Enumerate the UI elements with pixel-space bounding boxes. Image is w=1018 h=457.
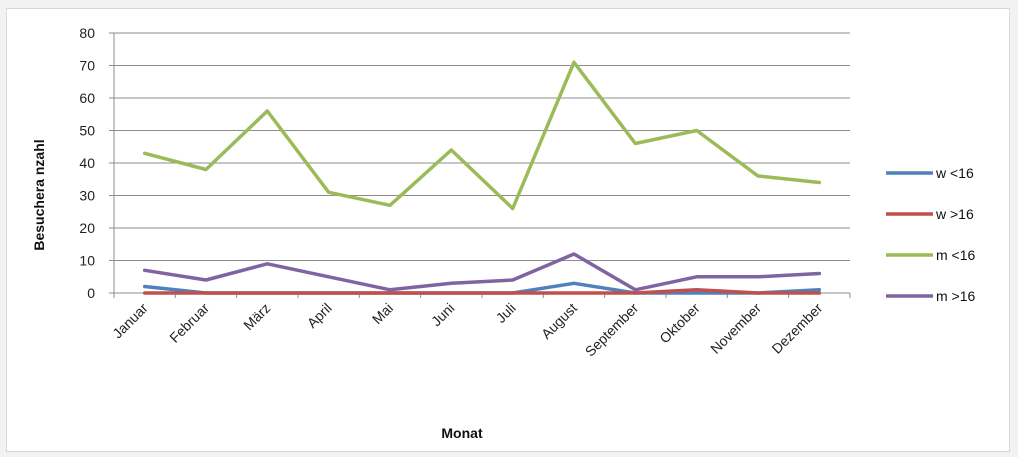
y-tick-label: 80 bbox=[79, 25, 95, 41]
y-tick-labels: 0 10 20 30 40 50 60 70 80 bbox=[79, 25, 95, 301]
x-tick-label-november: November bbox=[707, 300, 764, 357]
x-tick-label-juli: Juli bbox=[493, 300, 519, 326]
x-tick-label-februar: Februar bbox=[166, 300, 212, 346]
x-tick-label-juni: Juni bbox=[428, 300, 457, 329]
x-tick-label-mai: Mai bbox=[369, 300, 396, 327]
x-tick-labels: Januar Februar März April Mai Juni Juli August S… bbox=[109, 300, 825, 360]
legend-label: w <16 bbox=[935, 165, 974, 181]
legend-label: w >16 bbox=[935, 206, 974, 222]
x-axis-title: Monat bbox=[441, 425, 483, 441]
x-tick-label-april: April bbox=[304, 300, 335, 331]
y-tick-label: 30 bbox=[79, 188, 95, 204]
y-tick-label: 10 bbox=[79, 253, 95, 269]
legend-label: m >16 bbox=[936, 288, 976, 304]
legend-label: m <16 bbox=[936, 247, 976, 263]
x-tick-label-oktober: Oktober bbox=[656, 300, 703, 347]
y-tick-label: 50 bbox=[79, 123, 95, 139]
series-lines bbox=[142, 60, 822, 295]
x-tick-label-januar: Januar bbox=[109, 300, 151, 342]
y-tick-label: 70 bbox=[79, 58, 95, 74]
x-tick-label-september: September bbox=[582, 300, 642, 360]
series-line-1 bbox=[142, 288, 822, 295]
y-tick-label: 60 bbox=[79, 90, 95, 106]
x-tick-label-august: August bbox=[538, 300, 580, 342]
x-tick-label-dezember: Dezember bbox=[768, 300, 825, 357]
legend: w <16 w >16 m <16 m >16 bbox=[886, 165, 976, 304]
series-line-2 bbox=[142, 60, 822, 211]
gridlines bbox=[109, 32, 851, 298]
y-tick-label: 20 bbox=[79, 220, 95, 236]
y-axis-title: Besuchera nzahl bbox=[31, 139, 47, 250]
y-tick-label: 0 bbox=[87, 285, 95, 301]
x-tick-label-märz: März bbox=[240, 300, 273, 333]
y-tick-label: 40 bbox=[79, 155, 95, 171]
series-line-3 bbox=[142, 252, 822, 292]
chart-frame bbox=[6, 8, 1010, 452]
